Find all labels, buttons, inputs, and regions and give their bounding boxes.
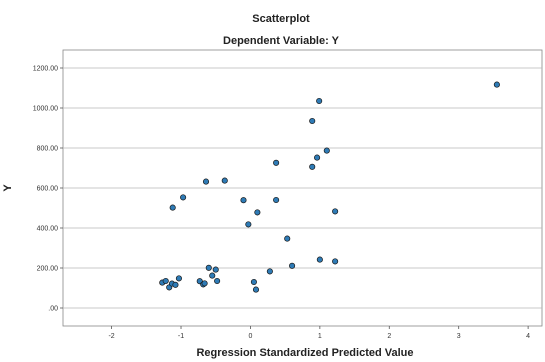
scatter-point [309, 163, 316, 170]
scatter-point [175, 275, 182, 282]
scatter-point [332, 258, 339, 265]
scatter-point [332, 208, 339, 215]
chart-title: Scatterplot [252, 13, 310, 25]
x-tick-label: 2 [387, 333, 391, 340]
scatter-point [289, 262, 296, 269]
x-tick-label: 1 [318, 333, 322, 340]
y-tick-label: .00 [48, 306, 58, 313]
scatter-point [205, 264, 212, 271]
y-tick-label: 1200.00 [33, 66, 58, 73]
data-points [159, 81, 500, 293]
scatter-point [202, 178, 210, 185]
x-tick-label: -1 [178, 333, 184, 340]
y-tick-label: 400.00 [37, 226, 59, 233]
scatter-point [201, 280, 208, 287]
x-tick-label: 0 [248, 333, 252, 340]
chart-subtitle: Dependent Variable: Y [223, 35, 340, 47]
x-axis-ticks: -2 -1 0 1 2 3 4 [108, 326, 530, 340]
scatter-point [273, 196, 280, 204]
scatter-point [214, 277, 221, 285]
scatter-point [316, 256, 323, 263]
scatter-point [254, 209, 261, 216]
scatter-point [209, 272, 216, 279]
scatter-point [245, 221, 252, 228]
scatter-point [316, 97, 323, 105]
scatter-point [240, 197, 247, 204]
scatter-point [221, 177, 228, 184]
y-axis-label: Y [2, 184, 14, 192]
y-axis-ticks: .00 200.00 400.00 600.00 800.00 1000.00 1200.0… [33, 66, 63, 313]
x-tick-label: 4 [526, 333, 530, 340]
x-axis-label: Regression Standardized Predicted Value [196, 347, 413, 359]
scatter-point [180, 194, 187, 201]
scatter-point [309, 117, 316, 125]
x-tick-label: -2 [108, 333, 114, 340]
scatter-point [252, 286, 260, 293]
scatter-point [250, 278, 257, 286]
y-tick-label: 600.00 [37, 186, 59, 193]
scatter-point [212, 266, 219, 273]
scatter-point [314, 154, 321, 161]
y-tick-label: 200.00 [37, 266, 59, 273]
y-tick-label: 1000.00 [33, 106, 58, 113]
scatter-point [273, 159, 280, 166]
scatter-point [284, 235, 291, 242]
scatter-point [266, 268, 273, 275]
scatter-point [162, 277, 169, 285]
scatter-point [323, 147, 330, 154]
scatter-point [169, 204, 176, 211]
scatter-point [493, 81, 500, 88]
y-tick-label: 800.00 [37, 146, 59, 153]
scatter-point [172, 281, 179, 288]
x-tick-label: 3 [457, 333, 461, 340]
y-gridlines [63, 67, 542, 309]
